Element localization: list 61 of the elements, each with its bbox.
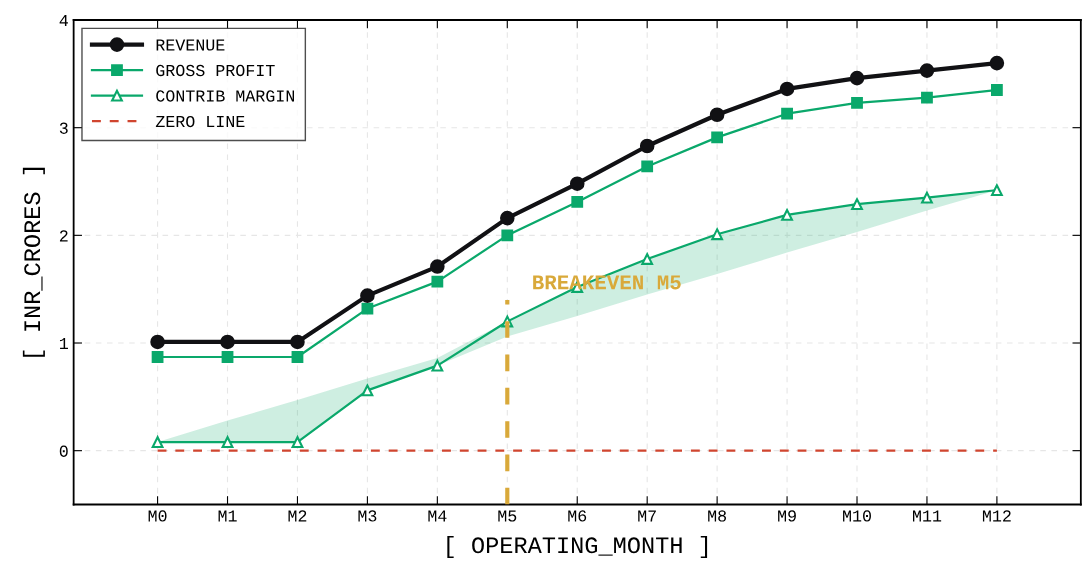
- point: [291, 436, 304, 448]
- point: [500, 210, 515, 226]
- point: [360, 288, 375, 303]
- x-tick-label: M12: [982, 510, 1011, 522]
- legend-label: GROSS PROFIT: [156, 64, 275, 77]
- point: [361, 302, 374, 315]
- point: [501, 229, 514, 242]
- point: [851, 198, 863, 211]
- point: [641, 253, 654, 265]
- point: [220, 334, 235, 350]
- legend-label: REVENUE: [156, 39, 225, 51]
- point: [991, 84, 1003, 96]
- point: [430, 259, 445, 274]
- point: [221, 351, 234, 363]
- point: [989, 55, 1005, 71]
- point: [641, 160, 654, 173]
- y-tick-label: 2: [59, 230, 68, 242]
- y-tick-label: 0: [59, 445, 68, 457]
- point: [291, 351, 304, 363]
- y-tick-label: 4: [59, 15, 68, 27]
- x-tick-label: M0: [148, 510, 167, 522]
- point: [991, 184, 1003, 197]
- x-axis-title: [ OPERATING_MONTH ]: [447, 536, 708, 559]
- point: [431, 359, 444, 372]
- y-tick-label: 3: [59, 122, 68, 134]
- point: [571, 196, 584, 208]
- point: [921, 91, 933, 104]
- point: [290, 334, 305, 350]
- x-tick-label: M3: [358, 510, 377, 522]
- point: [361, 384, 374, 397]
- point: [221, 436, 234, 448]
- point: [781, 208, 793, 221]
- point: [709, 107, 725, 123]
- y-tick-label: 1: [59, 338, 68, 350]
- point: [779, 81, 795, 97]
- point: [431, 275, 444, 288]
- point: [151, 436, 164, 448]
- legend-label: ZERO LINE: [155, 115, 245, 128]
- point: [711, 228, 724, 241]
- point: [639, 138, 655, 154]
- point: [851, 97, 863, 109]
- x-tick-label: M4: [428, 510, 447, 522]
- legend-label: CONTRIB MARGIN: [156, 90, 295, 102]
- x-tick-label: M6: [568, 510, 587, 522]
- x-tick-label: M10: [843, 510, 871, 522]
- point: [569, 176, 585, 191]
- point: [711, 131, 724, 144]
- y-axis-title: [ INR_CRORES ]: [22, 167, 45, 357]
- x-tick-label: M8: [708, 510, 727, 522]
- x-tick-label: M5: [498, 510, 517, 522]
- point: [921, 191, 933, 204]
- x-tick-label: M1: [218, 510, 237, 522]
- x-tick-label: M9: [778, 510, 796, 522]
- x-tick-label: M2: [288, 510, 307, 522]
- point: [919, 63, 935, 78]
- x-tick-label: M7: [638, 510, 656, 522]
- point: [781, 107, 793, 120]
- point: [151, 351, 164, 363]
- x-tick-label: M11: [913, 510, 942, 522]
- point: [849, 70, 865, 86]
- point: [150, 334, 165, 350]
